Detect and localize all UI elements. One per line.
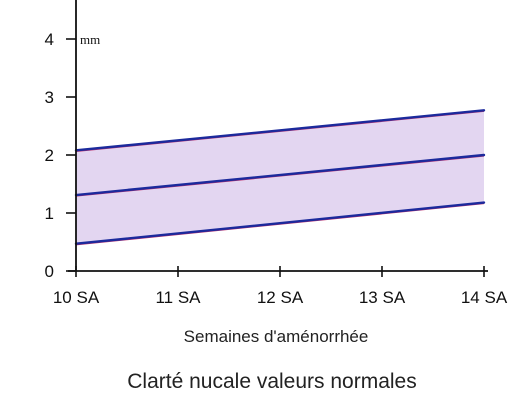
x-tick-label: 12 SA <box>257 288 304 307</box>
axes: 0 1 2 3 4 10 SA 11 SA 12 SA 13 SA 14 SA <box>45 0 508 307</box>
y-tick-label: 4 <box>45 30 54 49</box>
x-tick-label: 13 SA <box>359 288 406 307</box>
x-tick-label: 11 SA <box>155 288 201 307</box>
y-tick-label: 0 <box>45 262 54 281</box>
upper-series-line <box>74 109 486 152</box>
x-axis-label: Semaines d'aménorrhée <box>184 327 369 346</box>
x-tick-label: 14 SA <box>461 288 508 307</box>
lower-series-line <box>74 201 486 245</box>
x-tick-label: 10 SA <box>53 288 100 307</box>
chart-title: Clarté nucale valeurs normales <box>127 370 416 393</box>
plot-area <box>74 109 486 246</box>
normal-range-band <box>76 110 484 244</box>
y-tick-label: 1 <box>45 204 54 223</box>
median-series-line <box>74 153 486 197</box>
y-tick-label: 3 <box>45 88 54 107</box>
y-unit-label: mm <box>80 32 100 47</box>
y-tick-label: 2 <box>45 146 54 165</box>
